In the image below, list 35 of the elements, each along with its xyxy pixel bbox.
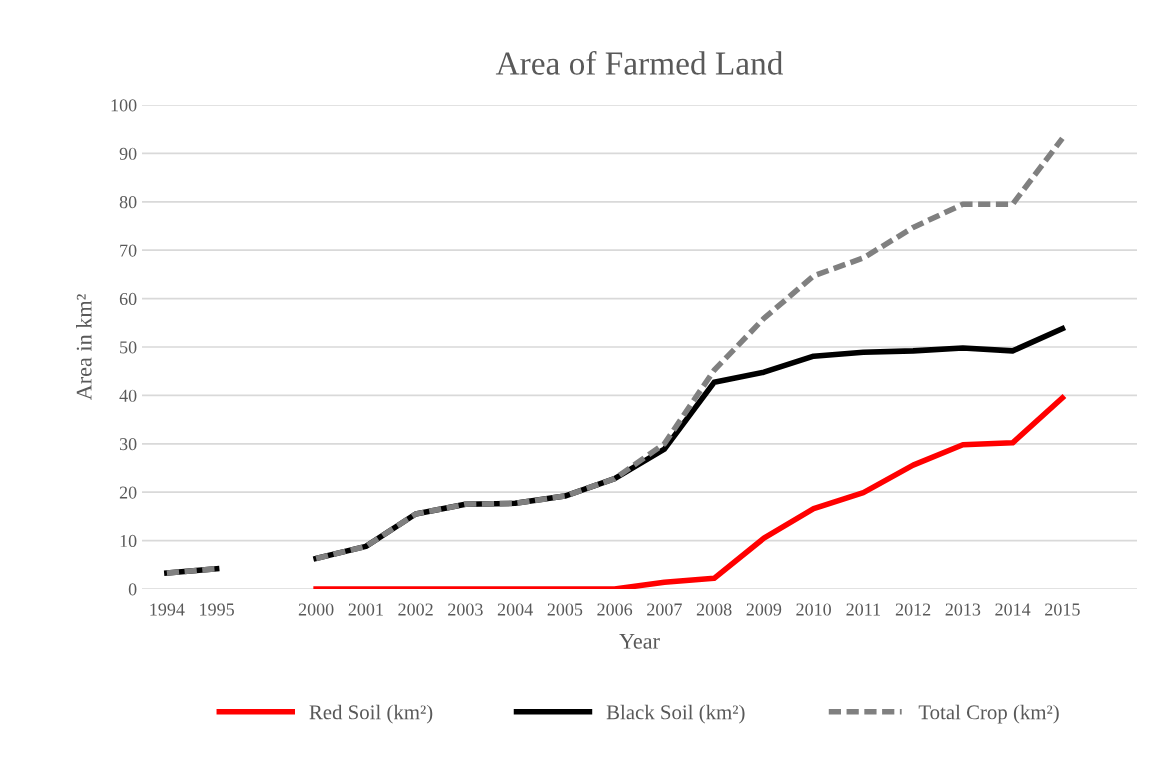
x-tick-label: 2012: [895, 603, 931, 616]
x-tick-label: 2006: [597, 603, 633, 616]
x-tick-label: 2003: [448, 603, 483, 616]
x-tick-label: 2001: [348, 603, 383, 616]
y-tick-label: 70: [120, 244, 137, 257]
x-axis-title: Year: [619, 634, 660, 649]
x-tick-label: 2009: [746, 603, 782, 616]
y-tick-label: 10: [120, 534, 137, 548]
x-tick-label: 1995: [200, 603, 234, 616]
x-tick-label: 2000: [298, 603, 334, 616]
y-tick-label: 50: [120, 341, 137, 354]
x-tick-label: 2014: [995, 603, 1031, 616]
y-tick-label: 100: [111, 99, 137, 112]
x-tick-label: 2005: [547, 603, 583, 616]
x-tick-label: 2013: [945, 603, 981, 616]
y-tick-label: 90: [119, 147, 137, 160]
x-tick-label: 2004: [497, 603, 533, 616]
x-tick-label: 2007: [647, 603, 682, 616]
x-tick-label: 1994: [150, 603, 185, 616]
legend-label: Total Crop (km²): [918, 704, 1059, 724]
x-tick-label: 2008: [696, 603, 732, 616]
y-axis-title: Area in km²: [76, 294, 92, 401]
y-tick-label: 80: [119, 196, 137, 209]
legend-label: Black Soil (km²): [606, 704, 745, 724]
y-tick-label: 0: [128, 583, 137, 596]
x-tick-label: 2010: [796, 603, 831, 616]
y-tick-label: 60: [119, 292, 137, 306]
y-tick-label: 40: [119, 389, 137, 402]
x-tick-label: 2002: [398, 603, 433, 616]
chart-title: Area of Farmed Land: [495, 50, 784, 75]
x-tick-label: 2011: [846, 603, 881, 616]
x-tick-label: 2015: [1045, 603, 1080, 616]
y-tick-label: 30: [119, 438, 137, 451]
legend-label: Red Soil (km²): [309, 704, 433, 724]
y-tick-label: 20: [119, 486, 137, 499]
